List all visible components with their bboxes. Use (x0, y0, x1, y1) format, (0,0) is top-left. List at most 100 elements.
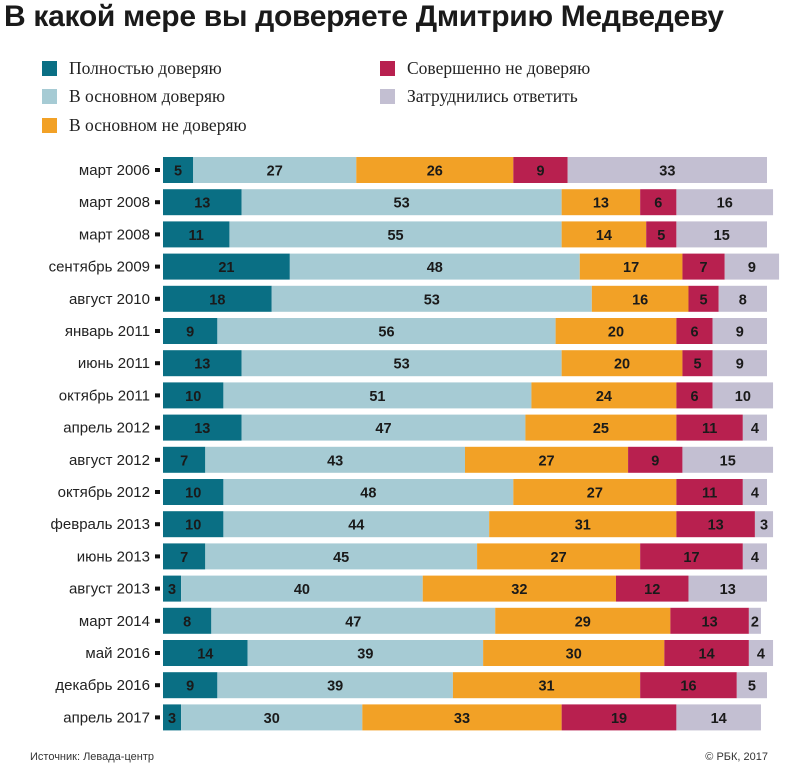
bar-segment (465, 446, 629, 473)
tick-mark (155, 457, 160, 462)
category-label: август 2012 (69, 452, 150, 469)
bar-segment (163, 221, 230, 248)
bar-segment (742, 414, 767, 441)
data-label: 14 (699, 647, 715, 663)
legend-label: В основном доверяю (69, 86, 226, 106)
tick-mark (155, 168, 160, 172)
data-label: 55 (387, 228, 403, 244)
bar-segment (223, 479, 514, 505)
tick-mark (155, 425, 160, 430)
data-label: 8 (739, 292, 747, 308)
bar-segment (670, 607, 749, 634)
category-label: декабрь 2016 (55, 677, 150, 694)
bar-row: март 2008 11 55 14 5 15 (79, 221, 767, 248)
data-label: 11 (189, 228, 204, 244)
data-label: 31 (538, 679, 554, 695)
bar-segment (163, 285, 272, 312)
bar-segment (211, 607, 496, 634)
legend-swatch (380, 61, 395, 76)
bar-segment (567, 157, 767, 183)
bar-segment (513, 479, 677, 505)
data-label: 13 (702, 614, 718, 630)
bar-row: август 2012 7 43 27 9 15 (69, 446, 774, 473)
data-label: 51 (369, 389, 385, 405)
bar-segment (356, 157, 514, 183)
data-label: 8 (183, 614, 191, 630)
bar-segment (205, 543, 478, 570)
data-label: 3 (168, 711, 176, 727)
bar-segment (495, 607, 671, 634)
data-label: 17 (623, 260, 639, 276)
bar-row: июнь 2011 13 53 20 5 9 (78, 350, 767, 377)
tick-mark (155, 715, 160, 720)
data-label: 29 (575, 614, 591, 630)
legend-item-mostly-trust: В основном доверяю (42, 86, 225, 107)
bar-segment (163, 318, 218, 344)
bar-segment (736, 672, 767, 699)
bar-segment (628, 446, 683, 473)
data-label: 18 (209, 292, 225, 308)
tick-mark (155, 522, 160, 527)
bar-segment (513, 157, 568, 183)
data-label: 27 (538, 453, 554, 469)
data-label: 20 (614, 357, 630, 373)
bar-segment (676, 221, 767, 248)
data-label: 26 (427, 164, 443, 180)
bar-segment (742, 543, 767, 570)
data-label: 10 (185, 486, 201, 502)
category-label: август 2013 (69, 581, 150, 598)
data-label: 47 (345, 614, 361, 630)
source-note: Источник: Левада-центр (30, 751, 154, 763)
bar-segment (688, 575, 767, 602)
data-label: 16 (717, 196, 733, 212)
bar-segment (247, 640, 484, 666)
data-label: 56 (378, 325, 394, 341)
category-label: июнь 2011 (78, 355, 150, 372)
bar-segment (748, 607, 761, 634)
data-label: 53 (394, 196, 410, 212)
data-label: 48 (427, 260, 443, 276)
bar-segment (676, 189, 774, 216)
bar-segment (718, 285, 767, 312)
bar-segment (646, 221, 677, 248)
bar-segment (676, 511, 755, 538)
bar-segment (229, 221, 562, 248)
data-label: 19 (611, 711, 627, 727)
tick-mark (155, 651, 160, 655)
tick-mark (155, 490, 160, 494)
category-label: январь 2011 (65, 323, 150, 340)
data-label: 16 (680, 679, 696, 695)
bar-segment (579, 253, 683, 280)
data-label: 30 (264, 711, 280, 727)
bar-segment (531, 382, 677, 409)
data-label: 4 (751, 486, 759, 502)
data-label: 15 (714, 228, 730, 244)
data-label: 30 (566, 647, 582, 663)
data-label: 43 (327, 453, 343, 469)
data-label: 16 (632, 292, 648, 308)
bar-segment (676, 704, 761, 731)
data-label: 13 (720, 582, 736, 598)
data-label: 44 (348, 518, 364, 534)
bar-segment (712, 382, 774, 409)
data-label: 6 (654, 196, 662, 212)
data-label: 6 (690, 325, 698, 341)
bar-segment (724, 253, 780, 280)
bar-segment (477, 543, 641, 570)
bar-segment (483, 640, 665, 666)
bar-segment (676, 382, 713, 409)
data-label: 53 (394, 357, 410, 373)
bar-segment (682, 253, 725, 280)
category-label: октябрь 2011 (59, 387, 150, 404)
data-label: 13 (194, 196, 210, 212)
bar-segment (163, 479, 224, 505)
data-label: 4 (751, 421, 759, 437)
bar-segment (561, 221, 647, 248)
data-label: 13 (708, 518, 724, 534)
data-label: 14 (197, 647, 213, 663)
bar-row: октябрь 2011 10 51 24 6 10 (59, 382, 774, 409)
bar-segment (241, 350, 562, 377)
bar-segment (362, 704, 562, 731)
bar-segment (163, 350, 242, 377)
data-label: 39 (357, 647, 373, 663)
